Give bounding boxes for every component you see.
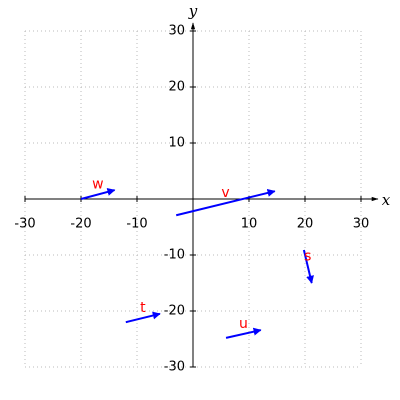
vector xyxy=(302,249,314,284)
vector xyxy=(175,188,276,217)
x-tick-label: 20 xyxy=(297,217,314,232)
vector-label: u xyxy=(239,316,248,332)
y-tick-label: 20 xyxy=(168,80,185,95)
vector-label: s xyxy=(304,248,311,264)
x-tick-label: 10 xyxy=(241,217,258,232)
y-axis-label: y xyxy=(188,2,198,20)
vector xyxy=(125,311,161,324)
vector-label: v xyxy=(221,185,229,201)
vector-label: t xyxy=(140,300,146,316)
y-tick-label: 30 xyxy=(168,24,185,39)
y-tick-label: -10 xyxy=(164,248,185,263)
vector xyxy=(225,327,262,339)
x-tick-label: 30 xyxy=(353,217,370,232)
x-tick-label: -20 xyxy=(70,217,91,232)
x-tick-label: -30 xyxy=(14,217,35,232)
vector xyxy=(80,188,116,200)
x-tick-label: -10 xyxy=(126,217,147,232)
y-tick-label: 10 xyxy=(168,136,185,151)
vector-label: w xyxy=(92,177,103,193)
x-axis-label: x xyxy=(382,191,391,209)
y-tick-label: -20 xyxy=(164,304,185,319)
y-tick-label: -30 xyxy=(164,360,185,375)
